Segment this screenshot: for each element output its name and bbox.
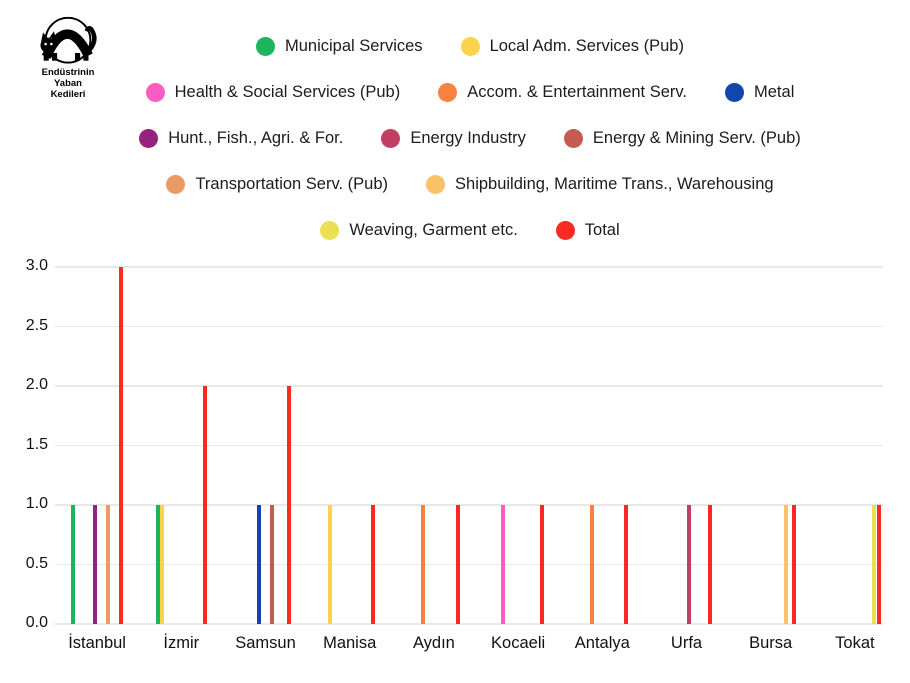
logo-text-line: Kedileri [50, 89, 86, 100]
legend-label: Total [584, 220, 620, 239]
gridline [55, 563, 883, 566]
plot-area [55, 266, 897, 625]
x-tick-label-i-stanbul: İstanbul [68, 634, 126, 652]
gridline [55, 266, 883, 268]
x-tick-label-kocaeli: Kocaeli [491, 634, 546, 652]
y-tick-label: 1.0 [25, 495, 48, 512]
y-tick-label: 1.5 [25, 435, 48, 453]
bar-municipal-services-i-zmir [155, 505, 160, 624]
bar-municipal-services-i-stanbul [71, 505, 76, 624]
legend-row: Municipal Services Local Adm. Services (P… [30, 32, 910, 60]
bar-shipbuilding-maritime-trans-warehousing-bursa [783, 505, 788, 624]
bar-total-bursa [792, 505, 797, 624]
legend-swatch-icon [725, 82, 745, 102]
bar-energy-industry-urfa [686, 505, 691, 624]
chart-legend: Municipal Services Local Adm. Services (P… [30, 32, 910, 262]
legend-item-energy-mining-serv-pub[interactable]: Energy & Mining Serv. (Pub) [563, 128, 801, 148]
logo-text-line: Yaban [54, 78, 82, 89]
bar-accom-entertainment-serv-antalya [589, 505, 594, 624]
bar-energy-mining-serv-pub-samsun [269, 505, 274, 624]
legend-swatch-icon [426, 174, 446, 194]
legend-label: Transportation Serv. (Pub) [195, 174, 389, 193]
legend-item-health-social-services-pub[interactable]: Health & Social Services (Pub) [145, 82, 401, 102]
logo-text-line: Endüstrinin [41, 67, 95, 78]
legend-item-shipbuilding-maritime-trans-warehousing[interactable]: Shipbuilding, Maritime Trans., Warehousi… [426, 174, 774, 194]
gridline [55, 504, 883, 506]
y-tick-label: 3.0 [25, 257, 48, 274]
legend-label: Accom. & Entertainment Serv. [467, 82, 688, 101]
legend-item-metal[interactable]: Metal [725, 82, 795, 102]
legend-swatch-icon [563, 128, 583, 148]
legend-item-local-adm-services-pub[interactable]: Local Adm. Services (Pub) [460, 36, 684, 56]
legend-label: Shipbuilding, Maritime Trans., Warehousi… [455, 174, 774, 193]
legend-label: Local Adm. Services (Pub) [489, 36, 684, 55]
legend-swatch-icon [256, 36, 275, 56]
bar-weaving-garment-etc-tokat [872, 505, 877, 624]
legend-label: Energy Industry [410, 128, 526, 147]
gridline [55, 325, 883, 328]
gridline [55, 444, 883, 447]
x-tick-label-manisa: Manisa [323, 634, 377, 652]
legend-item-hunt-fish-agri-for[interactable]: Hunt., Fish., Agri. & For. [139, 128, 344, 148]
legend-swatch-icon [145, 82, 165, 102]
y-tick-label: 0.5 [25, 554, 48, 572]
legend-swatch-icon [139, 128, 159, 148]
legend-item-energy-industry[interactable]: Energy Industry [381, 128, 526, 148]
y-tick-label: 0.0 [25, 614, 48, 631]
legend-swatch-icon [555, 220, 575, 240]
gridline [55, 385, 883, 387]
x-tick-label-i-zmir: İzmir [163, 634, 200, 652]
bar-transportation-serv-pub-i-stanbul [105, 505, 110, 624]
bar-metal-samsun [257, 505, 262, 624]
y-tick-label: 2.5 [25, 316, 48, 334]
legend-label: Metal [754, 82, 795, 101]
x-tick-label-antalya: Antalya [574, 634, 630, 652]
legend-swatch-icon [320, 220, 340, 240]
legend-swatch-icon [381, 128, 401, 148]
x-tick-label-tokat: Tokat [835, 634, 875, 652]
gridline [55, 623, 883, 625]
bar-hunt-fish-agri-for-i-stanbul [92, 505, 97, 624]
bar-total-antalya [623, 505, 628, 624]
bar-health-social-services-pub-kocaeli [501, 505, 506, 624]
y-tick-label: 2.0 [25, 376, 48, 393]
bar-accom-entertainment-serv-aydın [421, 505, 426, 624]
x-tick-label-urfa: Urfa [670, 634, 703, 652]
legend-row: Weaving, Garment etc. Total [30, 216, 910, 244]
legend-swatch-icon [166, 174, 186, 194]
legend-label: Energy & Mining Serv. (Pub) [592, 128, 801, 147]
legend-swatch-icon [438, 82, 458, 102]
legend-item-weaving-garment-etc[interactable]: Weaving, Garment etc. [320, 220, 518, 240]
bar-total-manisa [371, 505, 376, 624]
legend-row: Hunt., Fish., Agri. & For. Energy Industr… [30, 124, 910, 152]
bar-total-tokat [876, 505, 881, 624]
legend-item-total[interactable]: Total [555, 220, 620, 240]
bar-total-samsun [287, 386, 292, 624]
logo-text: Endüstrinin Yaban Kedileri [24, 67, 112, 100]
bar-total-urfa [708, 505, 713, 624]
legend-label: Hunt., Fish., Agri. & For. [168, 128, 344, 147]
x-tick-label-samsun: Samsun [235, 634, 296, 652]
legend-item-municipal-services[interactable]: Municipal Services [256, 36, 423, 56]
legend-label: Weaving, Garment etc. [349, 220, 518, 239]
legend-row: Transportation Serv. (Pub) Shipbuilding, … [30, 170, 910, 198]
wildcat-logo-icon [40, 16, 97, 64]
legend-row: Health & Social Services (Pub) Accom. & E… [30, 78, 910, 106]
bar-total-i-stanbul [118, 267, 123, 624]
legend-label: Municipal Services [285, 36, 423, 55]
legend-swatch-icon [460, 36, 480, 56]
logo: Endüstrinin Yaban Kedileri [24, 8, 112, 100]
x-tick-label-bursa: Bursa [749, 634, 793, 652]
bar-total-i-zmir [202, 386, 207, 624]
bar-total-aydın [455, 505, 460, 624]
x-tick-label-aydın: Aydın [412, 634, 455, 652]
bar-local-adm-services-pub-i-zmir [159, 505, 164, 624]
legend-item-accom-entertainment-serv[interactable]: Accom. & Entertainment Serv. [438, 82, 688, 102]
legend-label: Health & Social Services (Pub) [174, 82, 401, 101]
bar-total-kocaeli [539, 505, 544, 624]
legend-item-transportation-serv-pub[interactable]: Transportation Serv. (Pub) [166, 174, 389, 194]
bar-local-adm-services-pub-manisa [328, 505, 333, 624]
